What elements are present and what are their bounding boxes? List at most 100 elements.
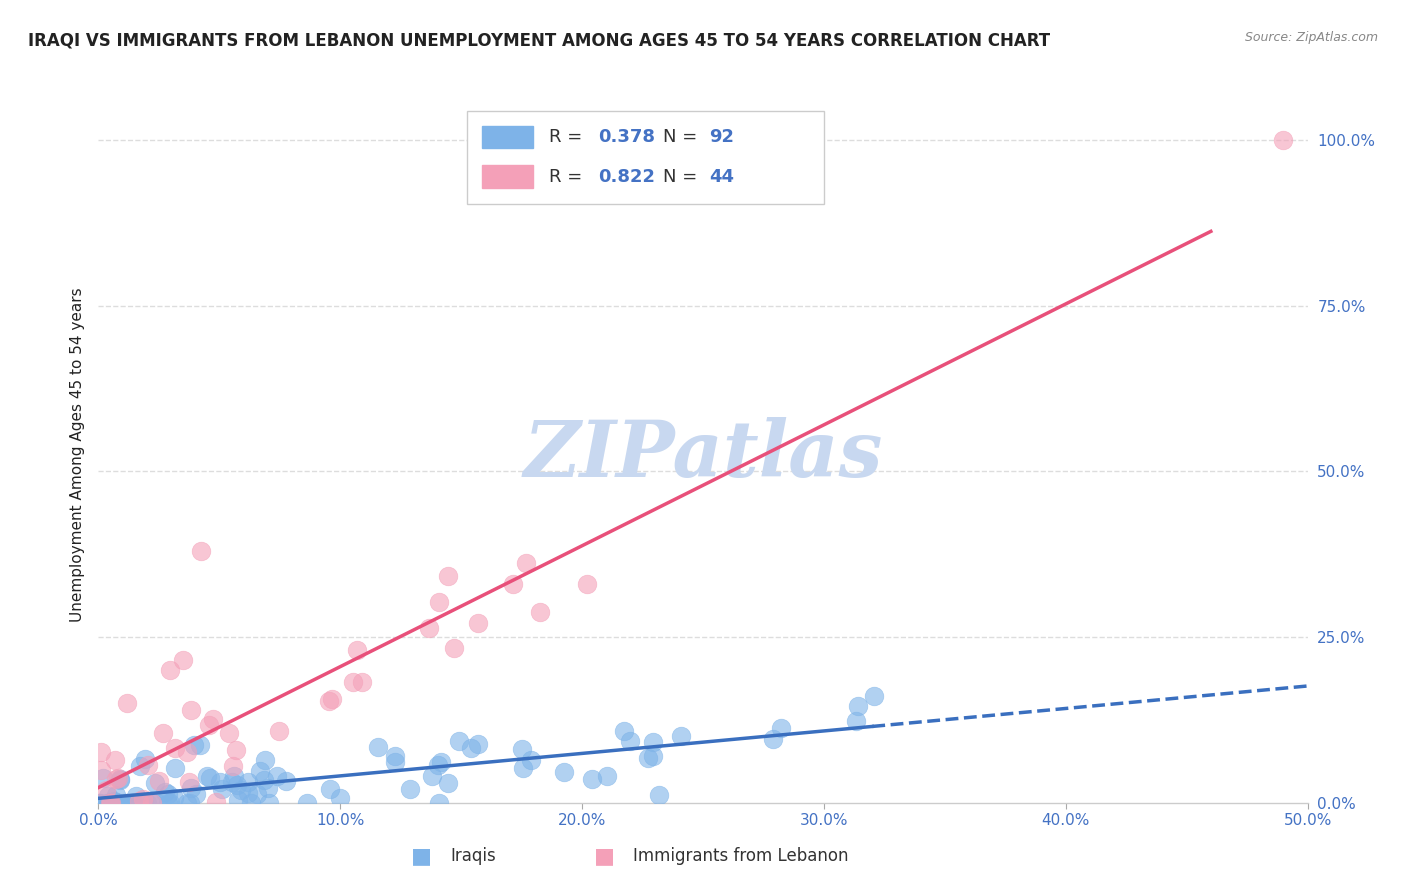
Point [502, 577, 524, 591]
Point [510, 742, 533, 756]
Point [225, 743, 247, 757]
Point [863, 690, 886, 704]
Point [762, 732, 785, 747]
Point [180, 780, 202, 795]
Point [87, 796, 110, 810]
Point [135, 796, 157, 810]
Point [253, 772, 276, 787]
Point [575, 577, 598, 591]
Point [148, 774, 170, 789]
Point [115, 697, 138, 711]
Point [104, 788, 127, 802]
Point [183, 738, 205, 752]
FancyBboxPatch shape [467, 111, 824, 204]
Point [239, 796, 262, 810]
Point [200, 771, 222, 785]
Point [846, 698, 869, 713]
Point [249, 764, 271, 778]
Point [105, 795, 128, 809]
Point [346, 643, 368, 657]
FancyBboxPatch shape [482, 166, 533, 187]
Point [208, 774, 231, 789]
Point [98, 796, 121, 810]
Point [1272, 133, 1295, 147]
Point [669, 729, 692, 743]
Text: 92: 92 [709, 128, 734, 146]
Point [512, 761, 534, 775]
Text: R =: R = [550, 168, 589, 186]
Point [231, 783, 253, 797]
Point [115, 796, 138, 810]
Point [180, 703, 202, 717]
Point [257, 796, 280, 810]
Point [384, 755, 406, 769]
Point [246, 787, 269, 801]
Point [94, 782, 117, 797]
Point [384, 749, 406, 764]
Point [352, 674, 374, 689]
Point [218, 726, 240, 740]
Point [98, 796, 121, 810]
Point [256, 780, 278, 795]
Point [429, 595, 451, 609]
Point [553, 765, 575, 780]
Point [195, 768, 218, 782]
Point [515, 557, 537, 571]
Point [176, 796, 198, 810]
Point [141, 796, 163, 810]
Point [96, 796, 118, 810]
Point [97, 796, 120, 810]
Point [136, 757, 159, 772]
Point [460, 741, 482, 756]
Point [467, 615, 489, 630]
Point [159, 796, 181, 810]
Point [128, 794, 150, 808]
Point [108, 773, 131, 788]
Point [108, 772, 131, 786]
Point [641, 735, 664, 749]
Point [143, 776, 166, 790]
Point [159, 663, 181, 677]
Point [418, 621, 440, 635]
Text: 0.822: 0.822 [598, 168, 655, 186]
Point [520, 753, 543, 767]
Text: IRAQI VS IMMIGRANTS FROM LEBANON UNEMPLOYMENT AMONG AGES 45 TO 54 YEARS CORRELAT: IRAQI VS IMMIGRANTS FROM LEBANON UNEMPLO… [28, 31, 1050, 49]
Point [188, 738, 211, 752]
Point [430, 755, 453, 769]
Point [641, 749, 664, 764]
Point [295, 796, 318, 810]
Point [467, 737, 489, 751]
Point [613, 723, 636, 738]
Point [177, 775, 200, 789]
Text: R =: R = [550, 128, 589, 146]
Point [156, 788, 179, 802]
Point [437, 569, 460, 583]
Point [769, 721, 792, 735]
Point [153, 785, 176, 799]
Point [172, 653, 194, 667]
Text: ZIPatlas: ZIPatlas [523, 417, 883, 493]
Point [103, 794, 125, 808]
Point [152, 726, 174, 740]
Point [176, 745, 198, 759]
Point [581, 772, 603, 787]
Point [163, 791, 186, 805]
Text: Immigrants from Lebanon: Immigrants from Lebanon [633, 847, 848, 865]
Point [420, 769, 443, 783]
Point [146, 796, 169, 810]
Point [427, 796, 450, 810]
Point [121, 796, 143, 810]
Point [619, 733, 641, 747]
Point [529, 605, 551, 619]
Point [179, 796, 201, 810]
Point [103, 796, 125, 810]
Point [367, 740, 389, 755]
Text: Source: ZipAtlas.com: Source: ZipAtlas.com [1244, 31, 1378, 45]
Text: 0.378: 0.378 [598, 128, 655, 146]
Point [104, 753, 127, 767]
Text: N =: N = [664, 128, 703, 146]
Point [131, 792, 153, 806]
Point [134, 752, 156, 766]
Point [318, 694, 340, 708]
Point [342, 675, 364, 690]
